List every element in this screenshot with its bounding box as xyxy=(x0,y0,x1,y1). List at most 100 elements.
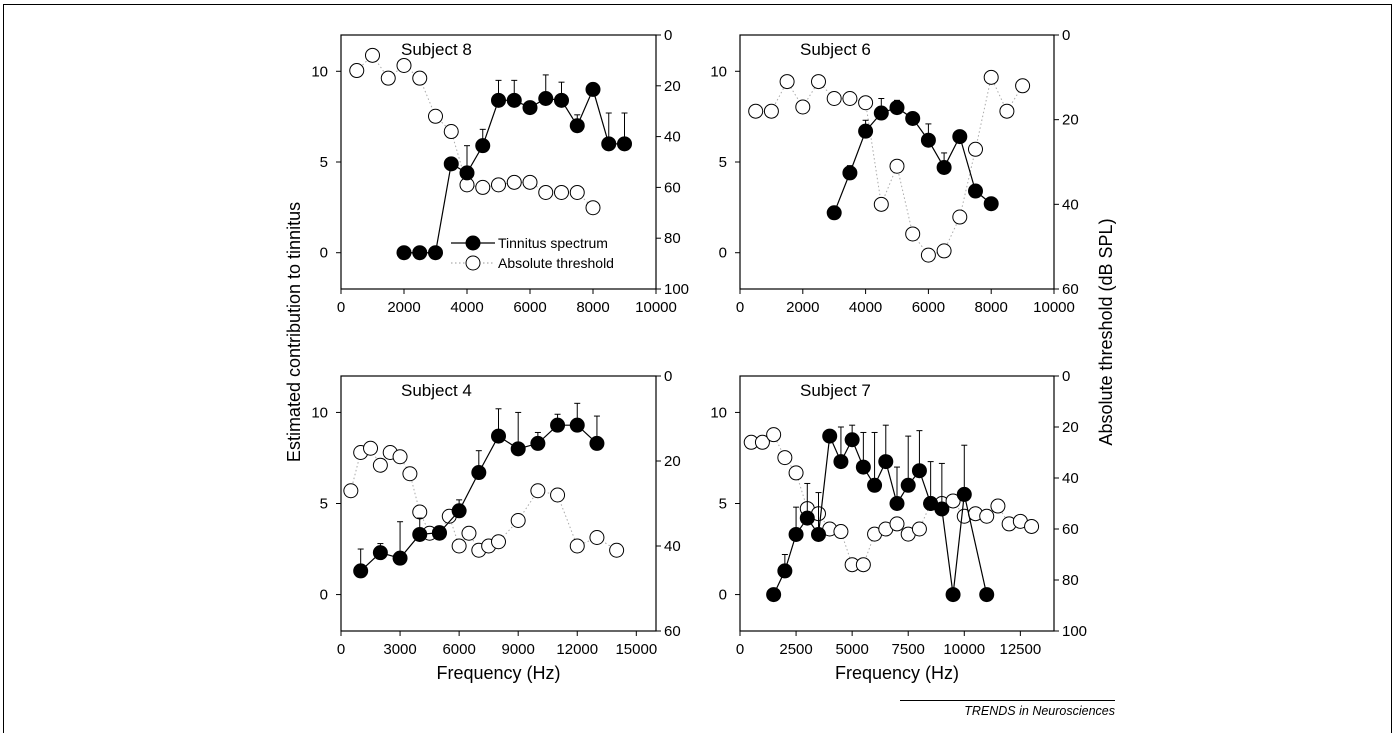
x-tick-label: 8000 xyxy=(576,299,609,316)
threshold-point xyxy=(763,103,779,119)
tinnitus-point xyxy=(905,110,921,126)
tinnitus-point xyxy=(900,477,916,493)
threshold-point xyxy=(365,47,380,63)
threshold-point xyxy=(451,538,467,554)
tinnitus-point xyxy=(956,486,972,502)
y-tick-label: 10 xyxy=(311,63,328,80)
threshold-point xyxy=(491,177,506,193)
threshold-point xyxy=(343,483,359,499)
tinnitus-point xyxy=(811,526,826,542)
y-tick-label: 0 xyxy=(320,587,328,604)
threshold-point xyxy=(811,74,826,90)
y2-tick-label: 20 xyxy=(664,78,681,95)
x-tick-label: 7500 xyxy=(892,641,925,658)
threshold-point xyxy=(506,174,522,190)
threshold-point xyxy=(920,247,936,263)
tinnitus-point xyxy=(510,441,526,457)
x-tick-label: 10000 xyxy=(635,299,677,316)
threshold-point xyxy=(412,70,428,86)
x-tick-label: 6000 xyxy=(513,299,546,316)
y-tick-label: 10 xyxy=(710,63,727,80)
threshold-point xyxy=(349,63,365,79)
x-tick-label: 5000 xyxy=(835,641,868,658)
y2-tick-label: 40 xyxy=(664,538,681,555)
y-tick-label: 5 xyxy=(320,154,328,171)
tinnitus-point xyxy=(979,587,995,603)
tinnitus-point xyxy=(936,159,952,175)
tinnitus-point xyxy=(878,454,894,470)
tinnitus-point xyxy=(617,136,632,152)
x-tick-label: 0 xyxy=(736,641,744,658)
threshold-point xyxy=(936,243,952,259)
y2-tick-label: 60 xyxy=(1062,521,1079,538)
threshold-point xyxy=(530,483,546,499)
chart-panel-1: 0 2000 4000 6000 8000 100000510020406080100Su… xyxy=(311,27,689,316)
threshold-point xyxy=(858,95,874,111)
y-tick-label: 0 xyxy=(320,245,328,262)
y2-tick-label: 40 xyxy=(1062,196,1079,213)
threshold-point xyxy=(842,91,858,106)
x-tick-label: 4000 xyxy=(849,299,882,316)
y2-tick-label: 80 xyxy=(1062,572,1079,589)
tinnitus-point xyxy=(589,435,605,451)
threshold-point xyxy=(990,498,1006,514)
threshold-point xyxy=(779,74,795,90)
tinnitus-point xyxy=(911,463,927,479)
y-tick-label: 5 xyxy=(320,496,328,513)
y2-tick-label: 20 xyxy=(1062,112,1079,129)
threshold-point xyxy=(788,465,804,481)
x-tick-label: 2500 xyxy=(779,641,812,658)
threshold-point xyxy=(754,434,770,450)
threshold-point xyxy=(826,91,842,106)
x-tick-label: 12000 xyxy=(556,641,598,658)
legend-marker-tinnitus xyxy=(465,235,481,251)
threshold-point xyxy=(392,449,408,465)
tinnitus-point xyxy=(777,563,793,579)
tinnitus-point xyxy=(475,138,491,154)
y2-tick-label: 0 xyxy=(1062,368,1070,385)
chart-panel-4: 0 2500 5000 7500 10000 125000510020406080100S… xyxy=(710,368,1087,683)
panel-title: Subject 8 xyxy=(401,40,472,59)
threshold-point xyxy=(585,200,601,216)
threshold-point xyxy=(475,179,491,195)
threshold-point xyxy=(554,184,569,200)
threshold-point xyxy=(428,108,443,124)
figure-frame xyxy=(3,4,1392,733)
y2-tick-label: 20 xyxy=(1062,419,1079,436)
threshold-point xyxy=(510,513,526,528)
threshold-series-line xyxy=(356,54,594,209)
tinnitus-point xyxy=(353,563,369,579)
y2-tick-label: 60 xyxy=(1062,281,1079,298)
tinnitus-point xyxy=(844,432,860,448)
tinnitus-point xyxy=(412,526,428,542)
x-tick-label: 12500 xyxy=(999,641,1041,658)
threshold-point xyxy=(538,184,554,200)
x-tick-label: 9000 xyxy=(502,641,535,658)
threshold-point xyxy=(569,538,585,554)
y2-tick-label: 20 xyxy=(664,453,681,470)
threshold-point xyxy=(766,427,782,443)
threshold-point xyxy=(412,504,428,520)
tinnitus-point xyxy=(822,428,838,444)
tinnitus-point xyxy=(952,129,968,145)
threshold-point xyxy=(522,174,538,190)
x-tick-label: 2000 xyxy=(387,299,420,316)
threshold-point xyxy=(1015,78,1031,94)
tinnitus-point xyxy=(372,545,388,561)
tinnitus-point xyxy=(766,587,782,603)
tinnitus-point xyxy=(530,435,546,451)
tinnitus-point xyxy=(889,100,905,116)
x-tick-label: 6000 xyxy=(912,299,945,316)
tinnitus-point xyxy=(569,118,585,134)
threshold-point xyxy=(396,57,412,73)
threshold-point xyxy=(889,516,905,532)
tinnitus-point xyxy=(842,165,858,181)
tinnitus-point xyxy=(968,183,983,199)
threshold-point xyxy=(777,450,793,466)
threshold-point xyxy=(855,557,871,573)
tinnitus-point xyxy=(855,459,871,475)
tinnitus-point xyxy=(788,526,804,542)
threshold-point xyxy=(461,525,477,541)
y-tick-label: 0 xyxy=(719,245,727,262)
